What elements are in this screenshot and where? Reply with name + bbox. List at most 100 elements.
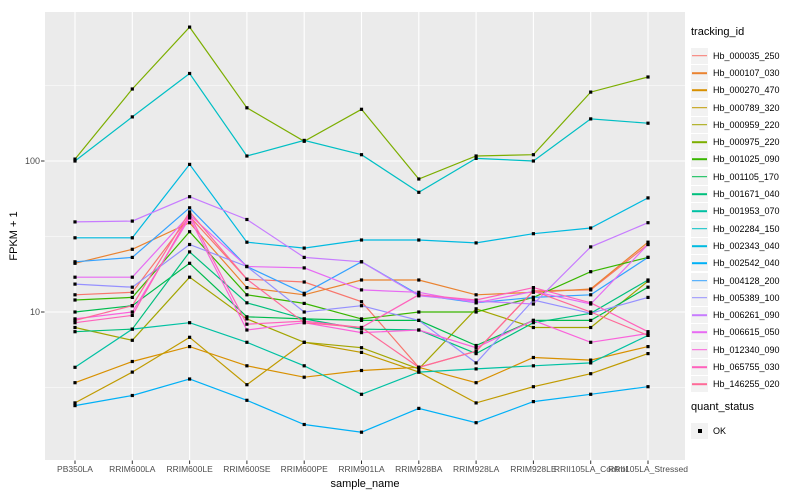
data-point-Hb_000107_030 [417,278,421,282]
data-point-Hb_006261_090 [73,220,77,224]
legend-entry-Hb_006261_090: Hb_006261_090 [691,306,799,324]
data-point-Hb_000789_320 [245,383,249,387]
data-point-Hb_004128_200 [589,293,593,297]
data-point-Hb_002284_150 [531,159,535,163]
data-point-Hb_065755_030 [245,322,249,326]
data-point-Hb_000959_220 [359,346,364,350]
data-point-Hb_005389_100 [646,295,650,299]
data-point-Hb_002542_040 [130,393,134,398]
legend-key-box [691,422,708,439]
data-point-Hb_146255_020 [188,210,192,214]
data-point-Hb_002542_040 [188,377,192,381]
x-tick-label-RRIM600SE: RRIM600SE [223,464,271,474]
legend-key-box [691,237,708,254]
legend-entry-label: OK [713,425,727,436]
black-square-marker-icon [697,428,702,433]
legend-entry-Hb_004128_200: Hb_004128_200 [691,272,799,289]
data-point-Hb_006261_090 [646,221,650,225]
legend-line-icon [692,89,707,92]
data-point-Hb_001025_090 [589,270,593,274]
legend-key-box [691,203,708,220]
data-point-Hb_001671_040 [73,330,77,334]
data-point-Hb_001105_170 [188,261,192,265]
legend-entry-Hb_001025_090: Hb_001025_090 [691,151,799,168]
data-point-Hb_000107_030 [474,293,478,297]
data-point-Hb_000789_320 [73,401,77,405]
data-point-Hb_002284_150 [359,153,364,157]
data-point-Hb_012340_090 [245,328,249,332]
data-point-Hb_000270_470 [245,364,249,368]
data-point-Hb_005389_100 [417,318,421,322]
legend-line-icon [692,54,707,57]
data-point-Hb_006615_050 [73,275,77,279]
data-point-Hb_002284_150 [188,71,192,76]
legend-line-icon [692,227,707,230]
legend-key-box [691,47,708,64]
legend-entry-label: Hb_065755_030 [713,361,780,372]
data-point-Hb_006615_050 [417,290,421,294]
data-point-Hb_146255_020 [73,318,77,322]
data-point-Hb_146255_020 [130,304,134,308]
legend-entry-Hb_000270_470: Hb_000270_470 [691,82,799,99]
data-point-Hb_002343_040 [188,162,192,166]
x-tick-label-RRIM600PE: RRIM600PE [280,464,328,474]
data-point-Hb_002343_040 [474,241,478,245]
data-point-Hb_002284_150 [302,138,306,142]
data-point-Hb_002284_150 [245,154,249,158]
legend-key-box [691,64,708,81]
data-point-Hb_001105_170 [646,285,650,289]
data-point-Hb_000959_220 [245,317,249,321]
data-point-Hb_002343_040 [359,238,364,242]
legend-line-icon [692,383,707,386]
legend-line-icon [692,297,707,299]
data-point-Hb_004128_200 [73,260,77,264]
legend-title-tracking-id: tracking_id [691,26,745,38]
data-point-Hb_001953_070 [130,327,134,331]
data-point-Hb_001953_070 [359,392,364,396]
legend-key-box [691,134,708,151]
data-point-Hb_004128_200 [188,206,192,210]
legend: tracking_id Hb_000035_250 Hb_000107_030 Hb… [691,26,799,439]
data-point-Hb_002284_150 [417,190,421,194]
data-point-Hb_001025_090 [130,295,134,299]
data-point-Hb_006261_090 [302,255,306,259]
data-point-Hb_000035_250 [359,300,364,304]
legend-key-box [691,220,708,237]
data-point-Hb_006615_050 [245,264,249,269]
legend-line-icon [692,193,707,195]
data-point-Hb_005389_100 [474,361,478,365]
data-point-Hb_001671_040 [302,317,306,321]
data-point-Hb_002284_150 [474,156,478,160]
data-point-Hb_065755_030 [589,301,593,305]
data-point-Hb_005389_100 [531,298,535,302]
data-point-Hb_000789_320 [359,350,364,354]
data-point-Hb_000035_250 [73,293,77,297]
legend-key-box [691,376,708,393]
data-point-Hb_000270_470 [359,368,364,373]
data-point-Hb_001953_070 [188,321,192,325]
data-point-Hb_000959_220 [188,275,192,279]
x-tick-label-RRIM928BA: RRIM928BA [395,464,443,474]
data-point-Hb_000270_470 [73,381,77,385]
data-point-Hb_001105_170 [474,343,478,348]
data-point-Hb_000107_030 [245,286,249,290]
legend-entry-quant-ok: OK [691,422,799,439]
data-point-Hb_001671_040 [188,250,192,254]
data-point-Hb_001671_040 [245,301,249,305]
data-point-Hb_002284_150 [646,121,650,125]
data-point-Hb_002542_040 [474,421,478,425]
legend-entry-label: Hb_005389_100 [713,292,780,303]
data-point-Hb_000270_470 [646,345,650,349]
data-point-Hb_146255_020 [302,321,306,325]
data-point-Hb_000270_470 [130,359,134,364]
legend-entry-label: Hb_000107_030 [713,67,780,78]
data-point-Hb_065755_030 [130,313,134,317]
data-point-Hb_006615_050 [646,242,650,247]
x-tick-label-RRIM600LA: RRIM600LA [109,464,156,474]
legend-entry-Hb_065755_030: Hb_065755_030 [691,358,799,375]
data-point-Hb_000789_320 [646,352,650,356]
data-point-Hb_146255_020 [474,349,478,353]
x-tick-label-RRIM928LE: RRIM928LE [510,464,557,474]
data-point-Hb_012340_090 [188,216,192,220]
legend-entry-Hb_002284_150: Hb_002284_150 [691,220,799,237]
